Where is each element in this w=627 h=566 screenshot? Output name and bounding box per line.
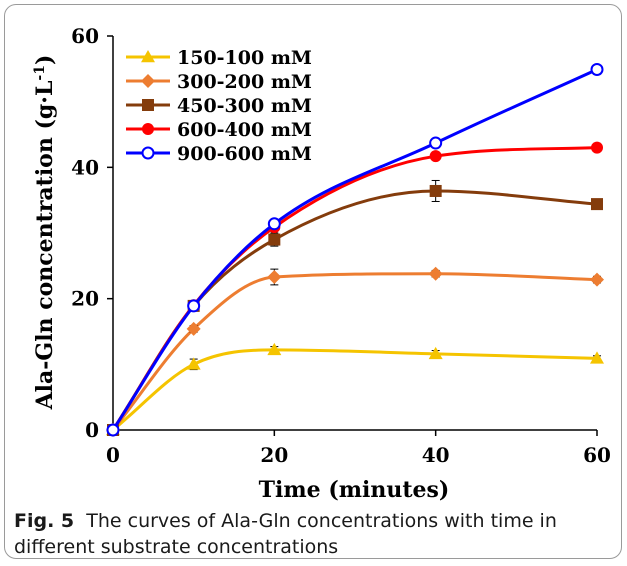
y-tick-label: 60 [71, 24, 99, 48]
data-point-open-circle [590, 62, 604, 76]
data-point-triangle [141, 50, 155, 63]
y-tick-label: 0 [85, 418, 99, 442]
x-tick-label: 20 [260, 443, 288, 467]
y-tick-label: 40 [71, 155, 99, 179]
y-axis-label-superscript: -1 [32, 65, 48, 81]
series-600-400-mm [107, 141, 603, 436]
y-tick-label: 20 [71, 287, 99, 311]
x-tick-label: 0 [106, 443, 120, 467]
data-point-square [591, 198, 603, 211]
y-axis-label-text: Ala-Gln concentration (g·L [32, 81, 58, 411]
data-point-circle [429, 150, 442, 163]
data-point-circle [142, 123, 154, 135]
data-point-open-circle [106, 423, 120, 437]
figure-caption: Fig. 5 The curves of Ala-Gln concentrati… [14, 508, 614, 560]
legend-item: 300-200 mM [126, 71, 312, 93]
series-150-100-mm [106, 342, 604, 436]
data-point-circle [591, 141, 603, 154]
x-tick-label: 40 [422, 443, 450, 467]
legend-label: 300-200 mM [177, 71, 312, 93]
legend-item: 600-400 mM [126, 119, 312, 141]
figure-frame [4, 4, 622, 559]
data-point-square [268, 233, 281, 246]
figure-caption-text: The curves of Ala-Gln concentrations wit… [14, 510, 557, 558]
legend-label: 450-300 mM [177, 95, 312, 117]
data-point-open-circle [267, 217, 281, 231]
series-450-300-mm [107, 179, 603, 436]
legend-label: 900-600 mM [177, 143, 312, 165]
data-point-open-circle [187, 299, 201, 313]
data-point-diamond [428, 266, 443, 281]
data-point-triangle [428, 346, 443, 360]
series-line [111, 68, 598, 431]
axes: 0 20 40 60 0 20 40 60 [71, 24, 611, 467]
legend-item: 150-100 mM [126, 47, 312, 69]
data-point-square [429, 184, 442, 197]
data-point-diamond [267, 269, 282, 284]
figure-label: Fig. 5 [14, 510, 75, 532]
series-line [111, 189, 598, 431]
data-point-triangle [590, 351, 604, 364]
series-line [112, 348, 598, 432]
y-axis-label: Ala-Gln concentration (g·L-1) [32, 55, 58, 411]
y-axis-label-close: ) [32, 55, 58, 65]
legend-item: 450-300 mM [126, 95, 312, 117]
data-point-diamond [141, 74, 155, 88]
data-point-diamond [590, 272, 604, 287]
data-point-square [142, 99, 154, 111]
data-point-triangle [267, 342, 282, 356]
data-point-triangle [186, 357, 201, 370]
legend-label: 600-400 mM [177, 119, 312, 141]
data-point-open-circle [141, 146, 155, 160]
x-tick-label: 60 [583, 443, 611, 467]
data-point-open-circle [429, 136, 443, 150]
x-axis-label: Time (minutes) [259, 477, 450, 503]
legend-label: 150-100 mM [177, 47, 312, 69]
series-line [111, 146, 598, 431]
data-point-diamond [186, 321, 201, 336]
series-900-600-mm [106, 62, 604, 437]
legend-item: 900-600 mM [126, 143, 312, 165]
series-layer [106, 62, 604, 437]
